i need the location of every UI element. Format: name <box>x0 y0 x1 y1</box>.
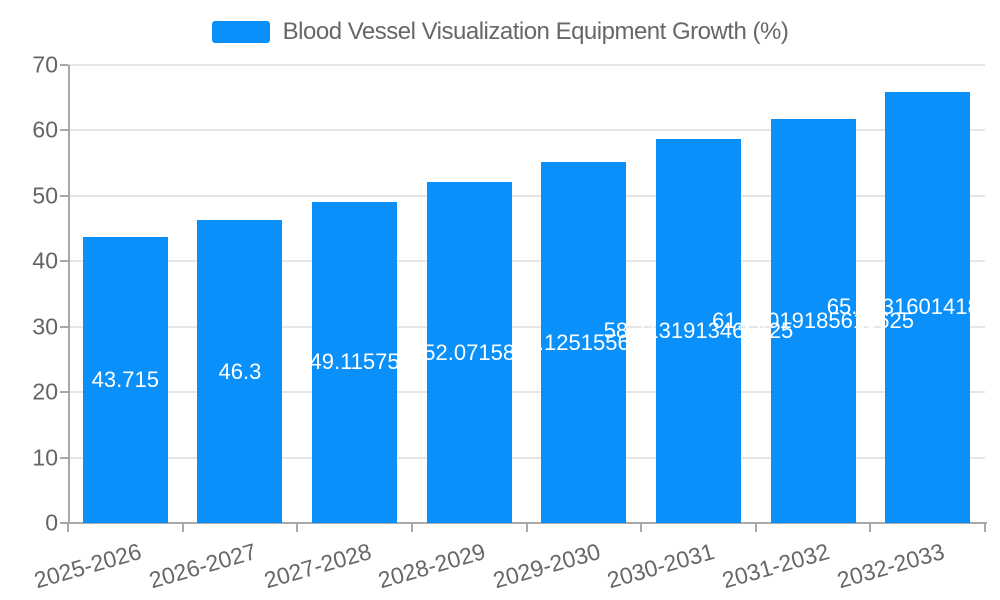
gridline <box>68 391 985 394</box>
bar[interactable] <box>312 201 398 523</box>
legend-item[interactable]: Blood Vessel Visualization Equipment Gro… <box>211 18 789 46</box>
y-axis-tick <box>60 391 68 394</box>
legend-swatch[interactable] <box>211 21 270 43</box>
x-tick-label[interactable]: 2030-2031 <box>604 538 718 594</box>
gridline <box>68 260 985 263</box>
y-tick-label: 50 <box>32 182 58 209</box>
y-axis-tick <box>60 64 68 66</box>
bar-value-label: 55.125155625 <box>513 329 655 355</box>
y-tick-label: 70 <box>32 51 58 78</box>
x-axis-tick <box>410 524 413 532</box>
bar-value-label: 43.715 <box>91 366 159 392</box>
x-axis-line <box>68 522 987 524</box>
y-axis-line <box>68 65 70 523</box>
y-tick-label: 20 <box>32 378 58 405</box>
y-tick-label: 10 <box>32 444 58 471</box>
x-axis-tick <box>869 524 872 532</box>
bar[interactable] <box>82 236 168 523</box>
x-tick-label[interactable]: 2026-2027 <box>146 538 260 594</box>
x-axis-tick <box>640 524 643 532</box>
bar-value-label: 58.7131913465625 <box>603 317 794 343</box>
x-axis-tick <box>984 524 986 532</box>
x-tick-label[interactable]: 2028-2029 <box>375 538 489 594</box>
bar-value-label: 61.74019185615625 <box>712 308 915 334</box>
bar[interactable] <box>885 91 971 523</box>
bar-value-label: 65.88316014185625 <box>826 294 1000 320</box>
gridline <box>68 129 985 132</box>
x-axis-tick <box>181 524 184 532</box>
y-axis-tick <box>60 194 68 197</box>
y-axis-tick <box>60 129 68 132</box>
gridline <box>68 456 985 459</box>
y-tick-label: 30 <box>32 313 58 340</box>
gridline <box>68 64 985 66</box>
x-tick-label[interactable]: 2029-2030 <box>490 538 603 594</box>
gridline <box>68 325 985 328</box>
x-tick-label[interactable]: 2031-2032 <box>719 538 833 594</box>
y-tick-label: 60 <box>32 116 58 143</box>
bar-value-label: 49.11575 <box>309 349 400 375</box>
legend: Blood Vessel Visualization Equipment Gro… <box>0 18 1000 46</box>
bar[interactable] <box>770 119 856 523</box>
gridline <box>68 194 985 197</box>
x-axis-tick <box>296 524 299 532</box>
y-tick-label: 0 <box>45 509 58 536</box>
y-tick-label: 40 <box>32 247 58 274</box>
x-tick-label[interactable]: 2032-2033 <box>833 538 947 594</box>
x-axis-tick <box>525 524 528 532</box>
bar-value-label: 46.3 <box>218 358 262 384</box>
y-axis-tick <box>60 456 68 459</box>
y-axis-tick <box>60 325 68 328</box>
bar-value-label: 52.07158 <box>423 339 516 365</box>
legend-label[interactable]: Blood Vessel Visualization Equipment Gro… <box>282 18 789 45</box>
bar[interactable] <box>197 220 283 523</box>
y-axis-tick <box>60 260 68 263</box>
x-tick-label[interactable]: 2027-2028 <box>260 538 374 594</box>
x-axis-tick <box>754 524 757 532</box>
x-tick-label[interactable]: 2025-2026 <box>31 538 145 594</box>
bar[interactable] <box>541 162 627 523</box>
x-axis-tick <box>67 524 69 532</box>
bar[interactable] <box>655 138 741 523</box>
bar[interactable] <box>426 182 512 523</box>
y-axis-tick <box>60 522 68 524</box>
